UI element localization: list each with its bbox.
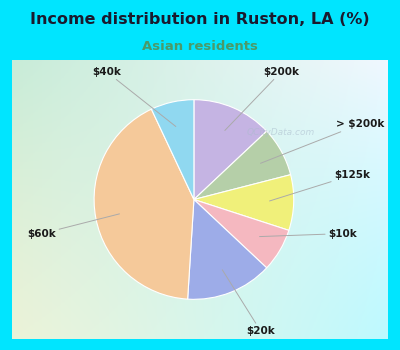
- Wedge shape: [152, 100, 194, 199]
- Wedge shape: [194, 131, 291, 200]
- Text: $40k: $40k: [92, 66, 176, 126]
- Text: > $200k: > $200k: [260, 119, 385, 163]
- Text: $125k: $125k: [270, 170, 370, 201]
- Wedge shape: [188, 199, 267, 299]
- Wedge shape: [194, 175, 294, 230]
- Text: $20k: $20k: [222, 270, 275, 336]
- Text: $60k: $60k: [28, 214, 120, 239]
- Text: Asian residents: Asian residents: [142, 40, 258, 53]
- Text: QCityData.com: QCityData.com: [246, 128, 314, 137]
- Wedge shape: [194, 100, 267, 199]
- Wedge shape: [194, 199, 289, 268]
- Text: $10k: $10k: [260, 229, 356, 239]
- Text: $200k: $200k: [225, 66, 299, 131]
- Text: Income distribution in Ruston, LA (%): Income distribution in Ruston, LA (%): [30, 12, 370, 27]
- Wedge shape: [94, 109, 194, 299]
